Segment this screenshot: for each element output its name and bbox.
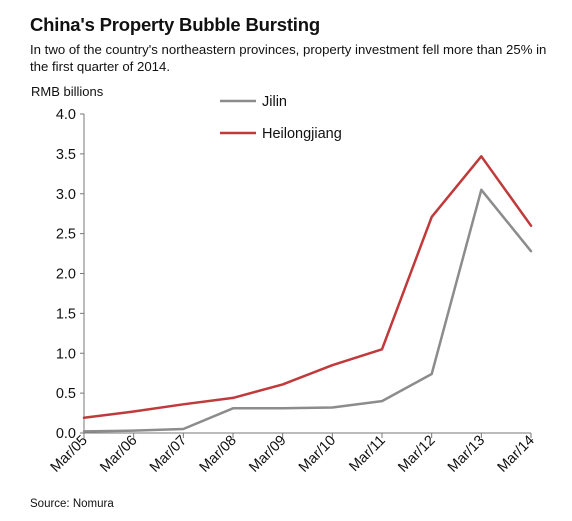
x-tick-label: Mar/13 [445, 433, 488, 476]
y-tick-label: 1.0 [56, 346, 76, 362]
x-tick-label: Mar/06 [97, 433, 140, 476]
y-tick-label: 4.0 [56, 107, 76, 123]
y-tick-label: 0.0 [56, 426, 76, 442]
chart-subtitle: In two of the country's northeastern pro… [30, 42, 547, 74]
series-line-jilin [82, 188, 533, 433]
series-line-heilongjiang [82, 155, 533, 420]
y-tick-label: 0.5 [56, 386, 76, 402]
y-tick-label: 2.5 [56, 227, 76, 243]
y-tick-label: 2.0 [56, 267, 76, 283]
x-tick-label: Mar/09 [246, 433, 289, 476]
y-axis-label: RMB billions [31, 84, 104, 99]
y-tick-label: 1.5 [56, 306, 76, 322]
y-tick-label: 3.5 [56, 147, 76, 163]
chart-title: China's Property Bubble Bursting [30, 14, 320, 35]
x-tick-label: Mar/08 [197, 433, 240, 476]
source-note: Source: Nomura [30, 498, 114, 510]
x-tick-label: Mar/14 [495, 433, 538, 476]
legend-label-jilin: Jilin [262, 94, 287, 110]
x-tick-label: Mar/11 [346, 433, 388, 475]
x-tick-label: Mar/07 [147, 433, 190, 476]
y-tick-label: 3.0 [56, 187, 76, 203]
x-tick-label: Mar/10 [296, 433, 339, 476]
legend-label-heilongjiang: Heilongjiang [262, 126, 342, 142]
x-tick-label: Mar/12 [395, 433, 438, 476]
